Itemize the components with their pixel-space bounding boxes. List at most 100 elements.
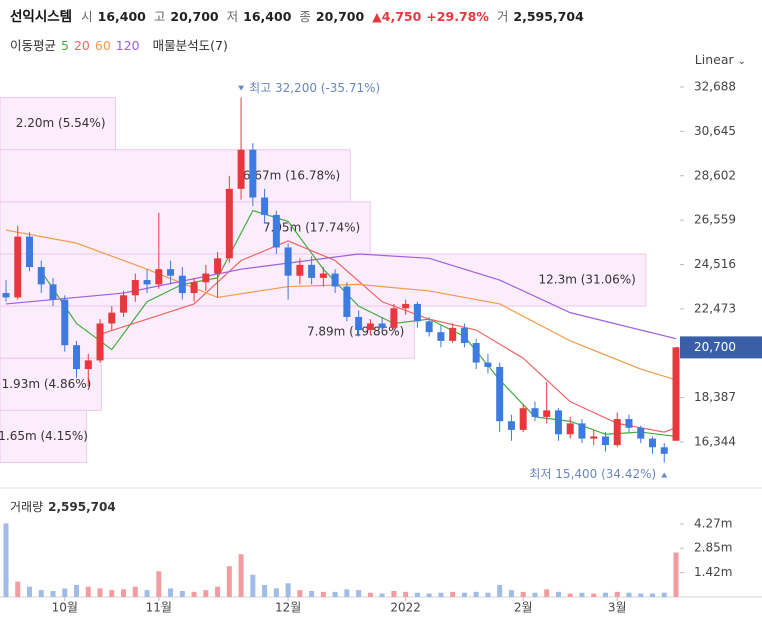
candle-body [554,410,562,435]
volume-bar [85,586,91,597]
candle-body [601,436,609,446]
volume-profile-box [0,357,102,411]
candle-body [143,280,151,285]
y-tick-label: 28,602 [694,168,736,182]
candle-body [319,273,327,278]
y-tick-label: 24,516 [694,257,736,271]
volume-bar [649,593,655,597]
scale-dropdown[interactable]: Linear ⌄ [694,52,746,67]
candle-body [249,149,257,198]
high-arrow [238,85,245,91]
volume-last: 2,595,704 [48,500,116,514]
candle-body [96,323,104,361]
volume-bar [344,589,350,597]
volume-tick-label: 1.42m [694,565,732,579]
volume-profile-box [0,149,351,203]
volume-bar [544,589,550,597]
volume-bar [156,571,162,597]
candle-body [131,280,139,296]
volume-bar [121,589,127,597]
volume-bar [250,574,256,597]
candle-body [202,273,210,283]
candle-body [284,247,292,276]
volume-bar [520,591,526,597]
legend-entry: 5 [61,38,69,53]
candle-body [437,332,445,341]
stat-value: 20,700 [315,9,365,24]
volume-bar [461,592,467,597]
stat-label: 종 [299,9,311,24]
stat-label: 고 [153,9,166,24]
y-tick-label: 22,473 [694,301,736,315]
candle-body [49,284,57,300]
volume-bar [497,585,503,597]
volume-bar [426,593,432,597]
volume-bar [320,591,326,597]
volume-title: 거래량 2,595,704 [10,500,116,514]
volume-bar [168,588,174,597]
candle-body [460,327,468,344]
volume-bar [367,592,373,597]
volume-profile-box [0,409,88,463]
x-tick-label: 10월 [52,601,78,615]
y-tick-label: 26,559 [694,213,736,227]
volume-tick-label: 4.27m [694,516,732,530]
volume-bar [132,586,138,597]
volume-bar [273,588,279,597]
volume-profile-label: 1.93m (4.86%) [2,377,92,391]
x-tick-label: 11월 [146,601,172,615]
stat-value: 16,400 [97,9,146,24]
volume-bar [403,591,409,597]
candle-body [566,423,574,435]
candle-body [472,343,480,363]
candle-body [14,236,22,298]
volume-bar [109,590,115,597]
volume-profile-box [0,201,371,255]
volume-bar [74,585,80,597]
volume-bar [309,591,315,597]
scale-label: Linear [694,52,734,67]
candle-body [637,427,645,439]
volume-bar [15,581,21,597]
x-tick-label: 2월 [514,601,533,615]
volume-bar [297,590,303,597]
volume-bar [262,585,268,597]
stat-value: 20,700 [170,9,219,24]
volume-bar [661,592,667,597]
candle-body [625,419,633,428]
low-arrow [661,472,668,478]
volume-bar [626,592,632,597]
volume-profile-label: 12.3m (31.06%) [539,273,636,287]
ma-title[interactable]: 이동평균 [10,38,57,53]
volume-bar [97,588,103,597]
volume-bar [215,586,221,597]
candle-body [37,267,45,285]
volume-bar [450,591,456,597]
volume-bar [602,592,608,597]
indicator-legend: 이동평균 5 20 60 120 매물분석도(7) [10,35,228,54]
volume-bar [203,590,209,597]
candle-body [355,316,363,331]
candle-body [672,347,680,441]
candle-body [660,447,668,454]
moving-average-line [5,229,677,381]
volume-profile-label: 7.89m (19.86%) [307,325,404,339]
candle-body [402,303,410,309]
legend-entry: 120 [115,38,140,53]
profile-title[interactable]: 매물분석도(7) [152,38,228,53]
last-price-label: 20,700 [694,340,736,354]
candle-body [155,269,163,285]
y-tick-label: 18,387 [694,390,736,404]
candle-body [484,362,492,367]
volume-bar [332,591,338,597]
volume-bar [379,593,385,597]
candle-body [237,149,245,189]
volume-bar [191,591,197,597]
x-tick-label: 12월 [275,601,301,615]
volume-bar [285,583,291,597]
candle-body [2,293,10,298]
candle-body [73,345,81,370]
volume-profile-label: 2.20m (5.54%) [16,116,106,130]
candle-body [578,423,586,439]
